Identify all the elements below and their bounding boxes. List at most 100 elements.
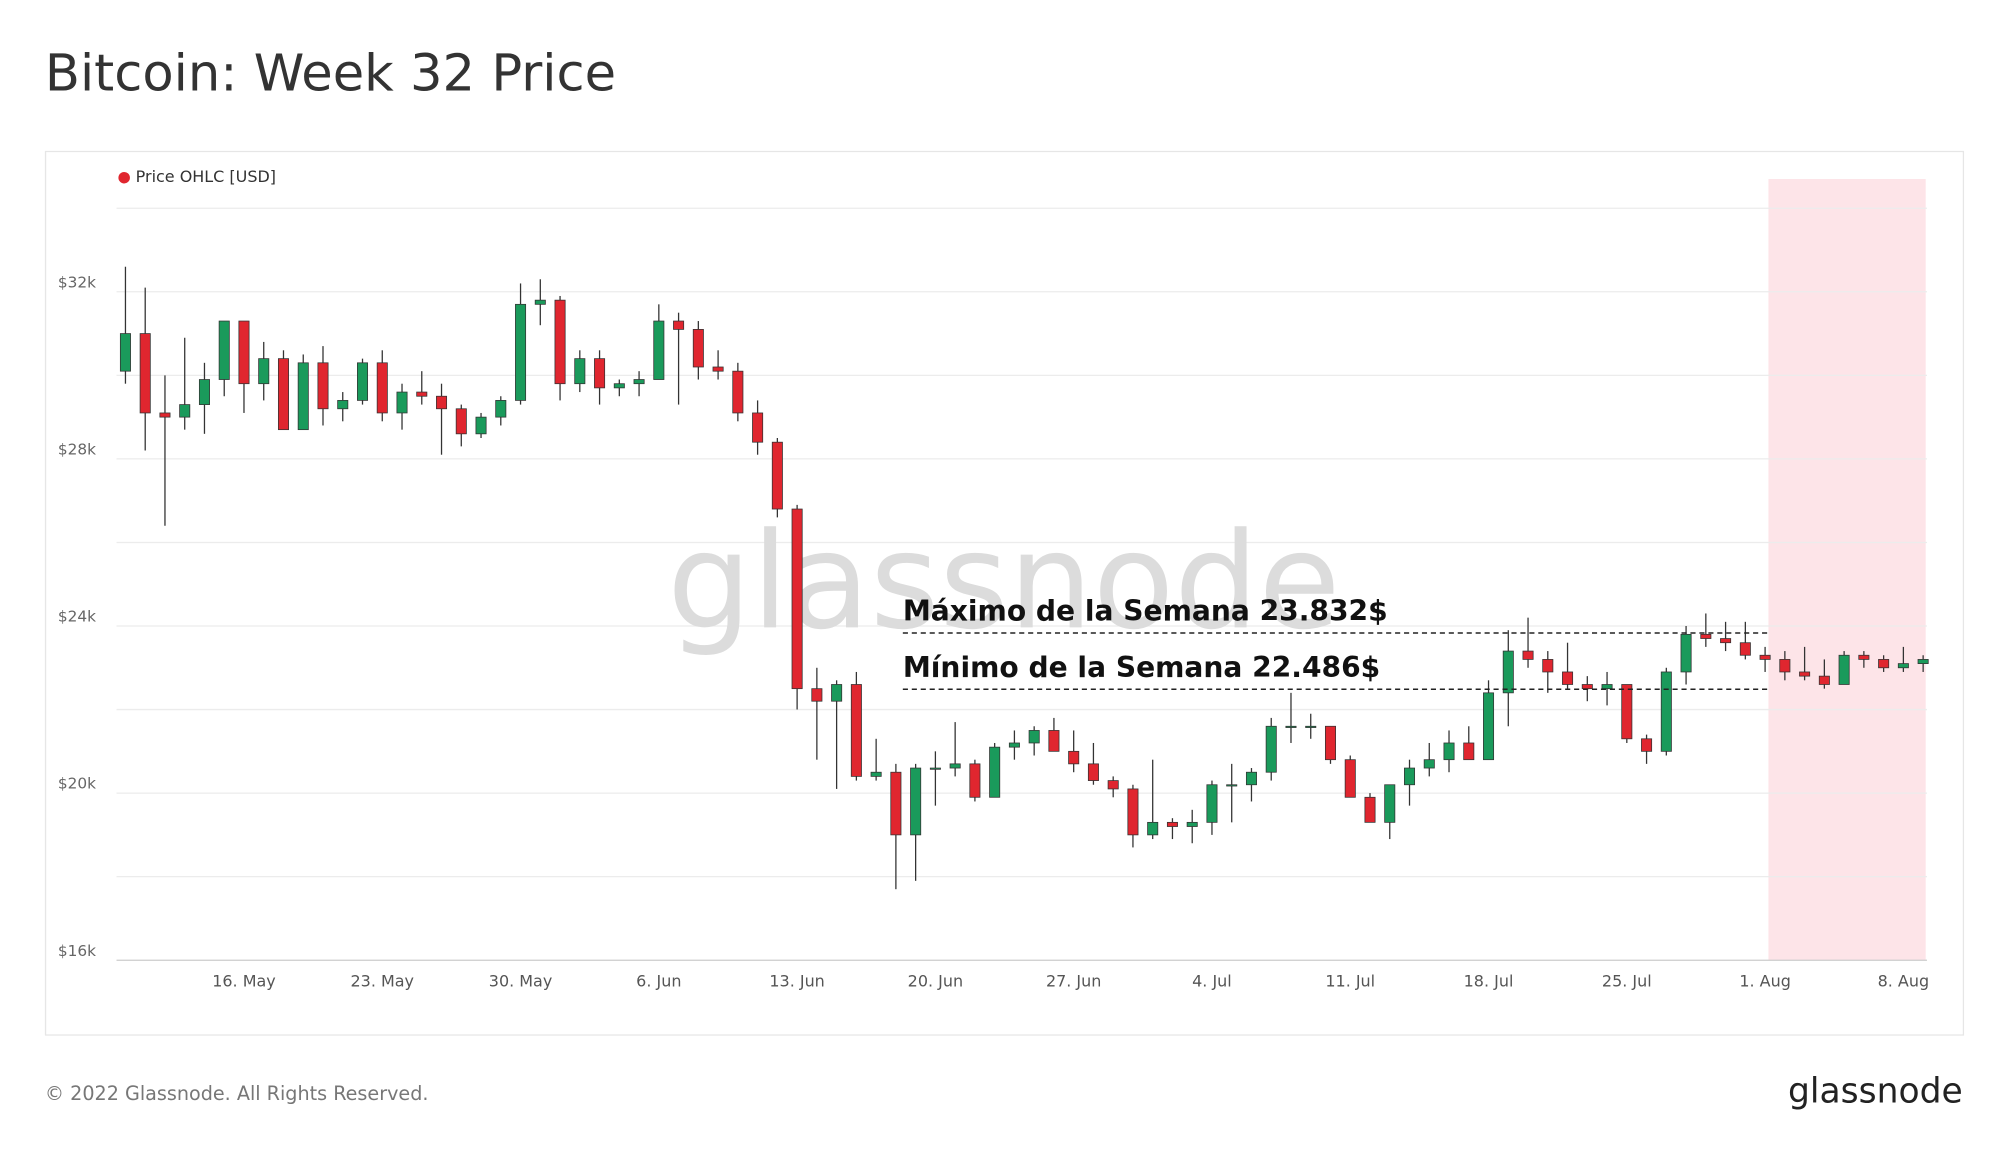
candle-body <box>1483 692 1495 761</box>
candle-body <box>1700 633 1712 639</box>
x-tick-label: 13. Jun <box>769 971 824 990</box>
candle-body <box>179 404 191 418</box>
candle-body <box>1364 796 1376 823</box>
candle-body <box>1068 750 1080 765</box>
candle-body <box>969 763 981 798</box>
x-tick-label: 25. Jul <box>1602 971 1652 990</box>
x-tick-label: 20. Jun <box>908 971 963 990</box>
candle-body <box>1799 671 1811 677</box>
candle-body <box>495 400 507 418</box>
footer: © 2022 Glassnode. All Rights Reserved. <box>45 1082 429 1105</box>
x-tick-label: 30. May <box>489 971 552 990</box>
candle-body <box>1858 654 1870 660</box>
candle-body <box>357 362 369 401</box>
candle-body <box>712 366 724 372</box>
legend-marker <box>118 171 130 184</box>
watermark: glassnode <box>667 505 1340 659</box>
candle-body <box>1265 725 1277 773</box>
candle-body <box>1147 821 1159 836</box>
candle-body <box>1897 663 1909 669</box>
candle-body <box>1206 784 1218 823</box>
candle-body <box>436 395 448 410</box>
y-tick-label: $24k <box>58 608 96 626</box>
candle-body <box>752 412 764 443</box>
candle-body <box>673 320 685 330</box>
x-tick-label: 27. Jun <box>1046 971 1101 990</box>
candle-body <box>1423 759 1435 769</box>
candle-body <box>554 299 566 385</box>
logo: glassnode <box>1788 1072 1963 1112</box>
candle-body <box>159 412 171 418</box>
x-tick-label: 23. May <box>351 971 415 990</box>
y-tick-label: $32k <box>58 273 96 291</box>
candle-body <box>119 333 131 372</box>
candle-body <box>613 383 625 389</box>
candle-body <box>929 767 941 770</box>
candle-body <box>297 362 309 431</box>
annotation-text: Máximo de la Semana 23.832$ <box>903 595 1388 628</box>
candle-body <box>1463 742 1475 761</box>
candle-body <box>376 362 388 414</box>
candle-body <box>1008 742 1020 748</box>
y-tick-label: $28k <box>58 440 96 458</box>
candle-body <box>574 358 586 385</box>
candle-body <box>890 771 902 836</box>
candle-body <box>771 441 783 510</box>
candle-body <box>337 400 349 410</box>
candle-body <box>633 379 645 385</box>
x-tick-label: 16. May <box>212 971 276 990</box>
candle-body <box>1305 725 1317 728</box>
candle-body <box>1838 654 1850 685</box>
candle-body <box>1522 650 1534 660</box>
x-tick-label: 4. Jul <box>1192 971 1232 990</box>
candle-body <box>1581 684 1593 690</box>
candle-body <box>1443 742 1455 761</box>
legend-label: Price OHLC [USD] <box>136 167 276 186</box>
candle-body <box>653 320 665 380</box>
candle-body <box>534 299 546 305</box>
candle-body <box>1028 730 1040 744</box>
candle-body <box>1601 684 1613 690</box>
x-tick-label: 18. Jul <box>1464 971 1514 990</box>
candle-body <box>594 358 606 389</box>
candle-body <box>1502 650 1514 694</box>
candle-body <box>1344 759 1356 798</box>
candle-body <box>198 379 210 405</box>
candle-body <box>1087 763 1099 781</box>
candle-body <box>1226 784 1238 787</box>
chart-frame <box>44 150 1965 1036</box>
candle-body <box>989 746 1001 798</box>
x-tick-label: 6. Jun <box>636 971 681 990</box>
x-tick-label: 1. Aug <box>1739 971 1791 990</box>
candle-body <box>1720 638 1732 644</box>
candle-body <box>732 370 744 414</box>
candle-body <box>1739 642 1751 656</box>
candle-body <box>949 763 961 769</box>
candle-body <box>475 416 487 435</box>
candle-body <box>850 684 862 777</box>
candle-body <box>1562 671 1574 685</box>
candle-body <box>1107 780 1119 790</box>
candle-body <box>1818 675 1830 685</box>
x-tick-label: 8. Aug <box>1878 971 1930 990</box>
candle-body <box>1641 738 1653 752</box>
candle-body <box>791 508 803 690</box>
candle-body <box>831 684 843 702</box>
candle-body <box>238 320 250 385</box>
candle-body <box>1779 659 1791 673</box>
y-tick-label: $20k <box>58 775 96 793</box>
chart-title: Bitcoin: Week 32 Price <box>45 45 616 104</box>
candle-body <box>1917 659 1929 664</box>
candle-body <box>416 391 428 397</box>
highlight-week <box>1768 179 1926 961</box>
candle-body <box>1285 725 1297 728</box>
candle-body <box>811 688 823 702</box>
candle-body <box>692 329 704 368</box>
candle-body <box>1660 671 1672 752</box>
candle-body <box>317 362 329 410</box>
candle-body <box>1245 771 1257 786</box>
candle-body <box>258 358 270 385</box>
candle-body <box>1384 784 1396 823</box>
